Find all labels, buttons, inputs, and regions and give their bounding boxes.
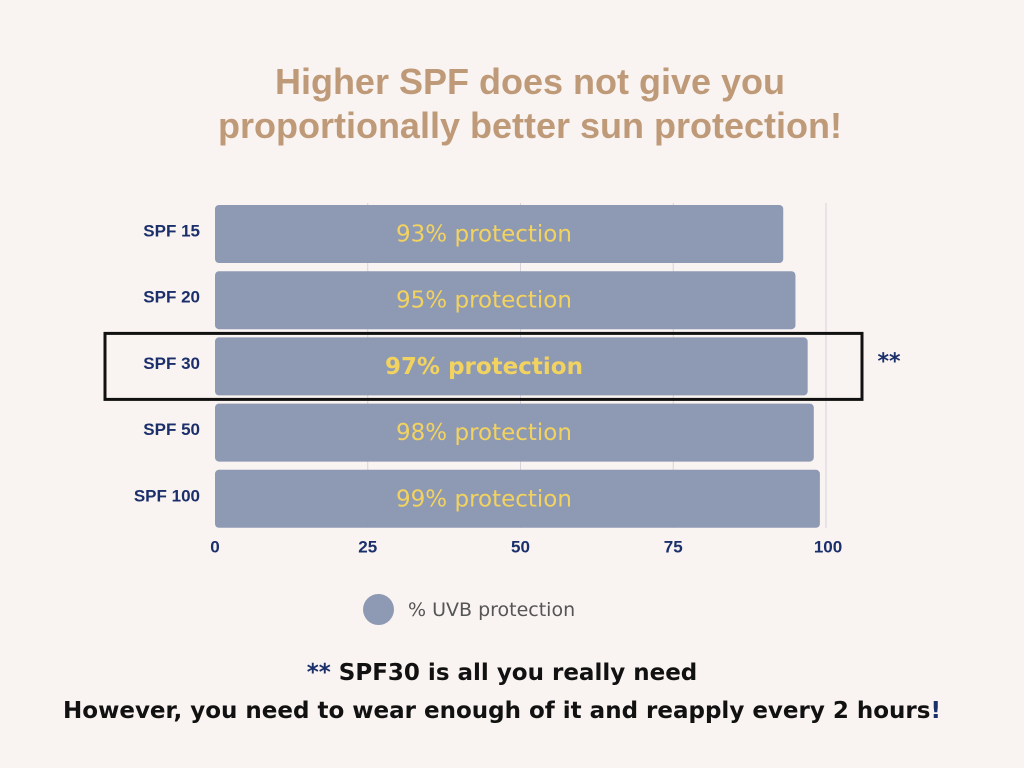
x-tick-label-25: 25	[358, 537, 377, 556]
category-label-spf-50: SPF 50	[143, 420, 200, 439]
category-label-spf-30: SPF 30	[143, 354, 200, 373]
data-label-spf-30: 97% protection	[385, 354, 583, 380]
x-tick-label-100: 100	[814, 537, 842, 556]
bar-spf-100	[215, 469, 820, 528]
legend-label: % UVB protection	[408, 598, 576, 621]
bar-spf-15	[215, 205, 784, 263]
highlight-annotation: **	[877, 349, 901, 374]
bar-spf-30	[215, 337, 808, 396]
x-tick-label-50: 50	[511, 537, 530, 556]
data-label-spf-100: 99% protection	[396, 486, 572, 512]
legend-swatch	[363, 594, 394, 625]
footnote-line-2-text: However, you need to wear enough of it a…	[63, 698, 931, 724]
title-line-2: proportionally better sun protection!	[217, 105, 842, 146]
bar-spf-50	[215, 403, 814, 462]
x-tick-label-75: 75	[664, 537, 683, 556]
footnote-asterisks: **	[306, 660, 331, 686]
highlight-box	[103, 331, 864, 401]
footnote-exclamation: !	[930, 698, 941, 724]
x-tick-label-0: 0	[210, 537, 219, 556]
bar-spf-20	[215, 271, 796, 330]
category-label-spf-100: SPF 100	[134, 486, 200, 505]
category-label-spf-15: SPF 15	[143, 221, 200, 240]
footnote-line-2: However, you need to wear enough of it a…	[0, 698, 1004, 724]
footnote-line-1: ** SPF30 is all you really need	[0, 660, 1004, 686]
chart-legend: % UVB protection	[363, 594, 575, 625]
data-label-spf-15: 93% protection	[396, 222, 572, 248]
footnote-line-1-text: SPF30 is all you really need	[330, 660, 698, 686]
data-label-spf-50: 98% protection	[396, 420, 572, 446]
title-line-1: Higher SPF does not give you	[274, 61, 786, 102]
category-label-spf-20: SPF 20	[143, 288, 200, 307]
chart-title: Higher SPF does not give you proportiona…	[0, 60, 1024, 148]
data-label-spf-20: 95% protection	[396, 288, 572, 314]
